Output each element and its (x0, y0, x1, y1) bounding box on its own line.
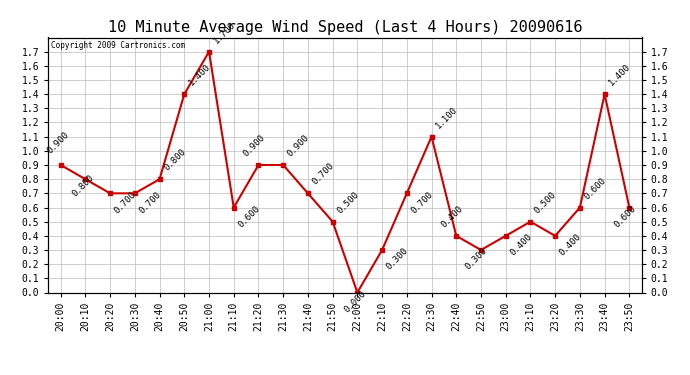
Text: 0.600: 0.600 (612, 204, 638, 230)
Text: 0.900: 0.900 (241, 133, 266, 159)
Text: 0.400: 0.400 (509, 232, 533, 258)
Text: 0.500: 0.500 (335, 190, 360, 215)
Text: 0.900: 0.900 (286, 133, 311, 159)
Text: 0.400: 0.400 (439, 204, 464, 230)
Text: 1.100: 1.100 (434, 105, 460, 130)
Text: 0.700: 0.700 (137, 190, 163, 215)
Text: 1.700: 1.700 (212, 20, 237, 45)
Text: 0.700: 0.700 (409, 190, 435, 215)
Text: 0.700: 0.700 (112, 190, 138, 215)
Text: 1.400: 1.400 (607, 62, 633, 88)
Text: 0.500: 0.500 (533, 190, 558, 215)
Text: 0.600: 0.600 (582, 176, 608, 201)
Text: 0.300: 0.300 (464, 246, 489, 272)
Text: 0.000: 0.000 (342, 289, 368, 314)
Text: 0.600: 0.600 (236, 204, 262, 230)
Text: 1.400: 1.400 (187, 62, 212, 88)
Title: 10 Minute Average Wind Speed (Last 4 Hours) 20090616: 10 Minute Average Wind Speed (Last 4 Hou… (108, 20, 582, 35)
Text: 0.800: 0.800 (70, 173, 96, 198)
Text: 0.300: 0.300 (384, 246, 410, 272)
Text: 0.700: 0.700 (310, 162, 336, 187)
Text: 0.900: 0.900 (46, 130, 71, 156)
Text: 0.400: 0.400 (558, 232, 583, 258)
Text: Copyright 2009 Cartronics.com: Copyright 2009 Cartronics.com (51, 41, 186, 50)
Text: 0.800: 0.800 (162, 147, 188, 172)
